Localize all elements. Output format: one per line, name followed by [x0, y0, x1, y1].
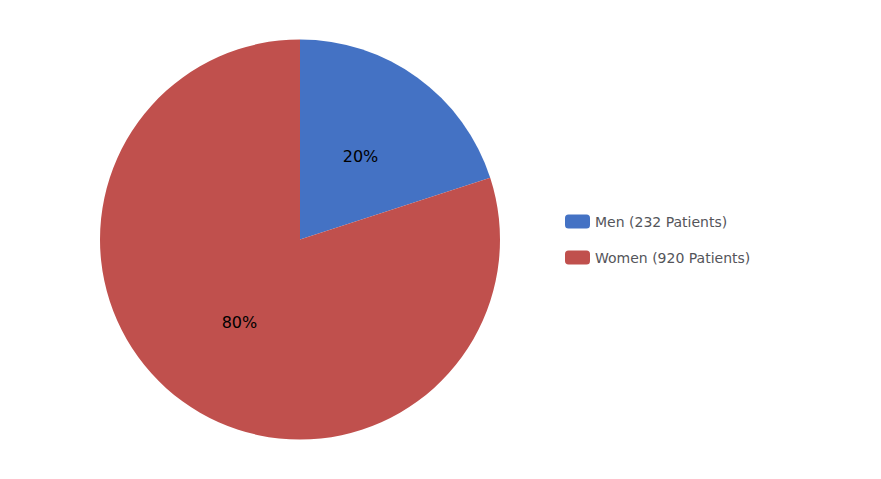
svg-text:20%: 20% — [343, 147, 379, 166]
svg-text:Men (232 Patients): Men (232 Patients) — [595, 214, 727, 230]
svg-text:Women (920 Patients): Women (920 Patients) — [595, 250, 750, 266]
svg-text:80%: 80% — [222, 313, 258, 332]
